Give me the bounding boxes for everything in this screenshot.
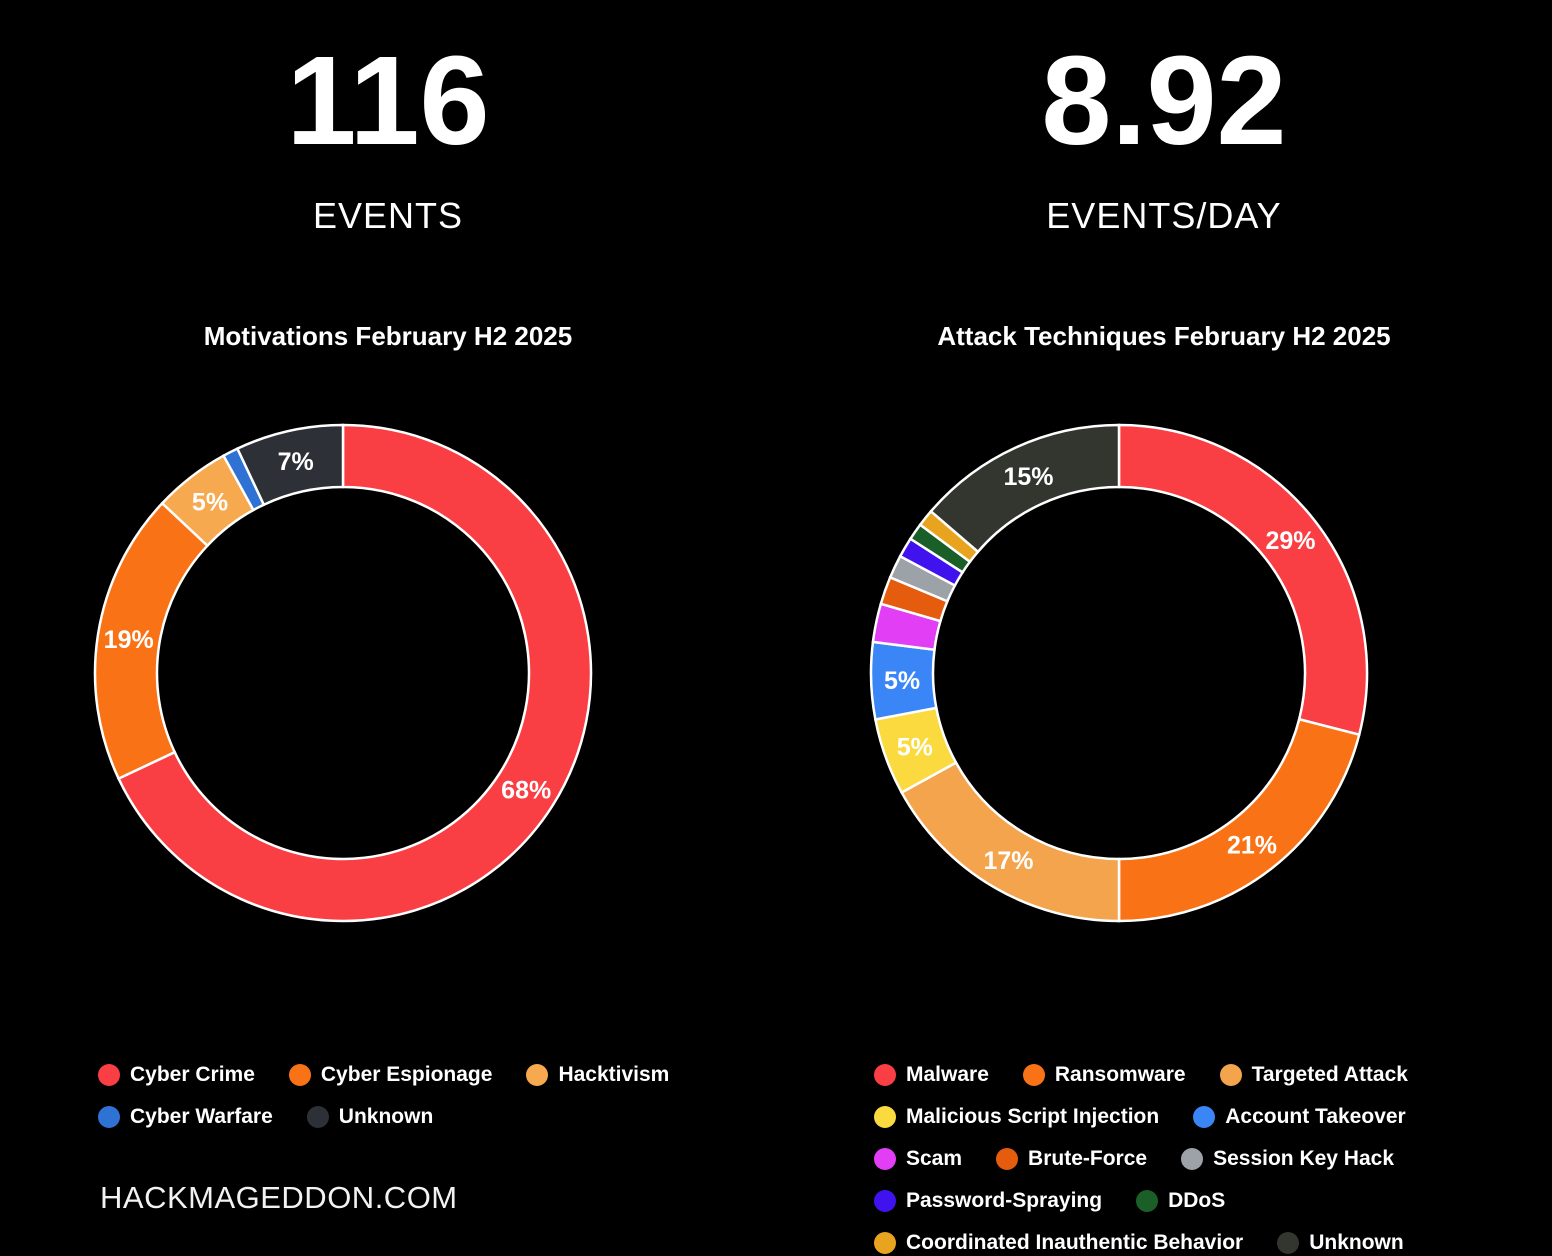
donut-segment-label: 21% bbox=[1227, 832, 1277, 860]
donut-segment-label: 68% bbox=[501, 777, 551, 805]
legend-marker-malicious-script-injection bbox=[874, 1106, 896, 1129]
donut-segment-label: 5% bbox=[884, 667, 920, 695]
legend-label: Targeted Attack bbox=[1251, 1063, 1408, 1087]
legend-item-unknown: Unknown bbox=[306, 1104, 434, 1130]
legend-marker-brute-force bbox=[996, 1148, 1019, 1171]
donut-segment-malware bbox=[1117, 424, 1369, 737]
legend-marker-unknown bbox=[306, 1106, 329, 1129]
events-per-day-count: 8.92 bbox=[1041, 30, 1287, 171]
legend-item-coordinated-inauthentic-behavior: Coordinated Inauthentic Behavior bbox=[874, 1230, 1243, 1256]
donut-segment-label: 29% bbox=[1265, 527, 1315, 555]
legend-item-cyber-crime: Cyber Crime bbox=[98, 1062, 255, 1088]
legend-label: Account Takeover bbox=[1225, 1105, 1406, 1129]
legend-item-malware: Malware bbox=[874, 1062, 989, 1088]
donut-segment-unknown bbox=[929, 424, 1121, 554]
legend-marker-session-key-hack bbox=[1181, 1148, 1204, 1171]
legend-marker-cyber-warfare bbox=[98, 1106, 120, 1129]
events-per-day-label: EVENTS/DAY bbox=[1046, 195, 1282, 236]
legend-marker-malware bbox=[874, 1064, 896, 1087]
legend-marker-account-takeover bbox=[1193, 1106, 1216, 1129]
legend-item-scam: Scam bbox=[874, 1146, 962, 1172]
legend-marker-cyber-crime bbox=[98, 1064, 120, 1087]
watermark-hackmageddon: HACKMAGEDDON.COM bbox=[100, 1180, 458, 1215]
attack-techniques-chart-title: Attack Techniques February H2 2025 bbox=[937, 321, 1391, 352]
legend-marker-unknown bbox=[1277, 1232, 1300, 1255]
motivations-chart-title: Motivations February H2 2025 bbox=[203, 321, 573, 352]
donut-segment-label: 17% bbox=[983, 847, 1033, 875]
motivations-panel: 116 EVENTS Motivations February H2 2025 … bbox=[0, 0, 776, 1238]
legend-item-session-key-hack: Session Key Hack bbox=[1181, 1146, 1394, 1172]
events-count: 116 bbox=[286, 30, 490, 171]
legend-label: Ransomware bbox=[1054, 1063, 1186, 1087]
legend-label: Password-Spraying bbox=[906, 1189, 1103, 1213]
legend-item-account-takeover: Account Takeover bbox=[1193, 1104, 1406, 1130]
legend-label: Cyber Warfare bbox=[130, 1105, 273, 1129]
legend-item-ddos: DDoS bbox=[1136, 1188, 1225, 1214]
legend-label: Session Key Hack bbox=[1213, 1147, 1395, 1171]
legend-item-malicious-script-injection: Malicious Script Injection bbox=[874, 1104, 1159, 1130]
donut-segment-cyber-crime bbox=[116, 424, 593, 923]
legend-label: Hacktivism bbox=[558, 1063, 670, 1087]
donut-segment-ransomware bbox=[1117, 718, 1361, 923]
legend-item-unknown: Unknown bbox=[1277, 1230, 1404, 1256]
attack-techniques-legend: Malware Ransomware Targeted Attack Maliciou… bbox=[776, 1062, 1514, 1256]
legend-label: Brute-Force bbox=[1028, 1147, 1148, 1171]
legend-item-brute-force: Brute-Force bbox=[996, 1146, 1147, 1172]
motivations-donut-chart: 68% 19% 5% 7% bbox=[90, 420, 596, 926]
legend-marker-coordinated-inauthentic-behavior bbox=[874, 1232, 896, 1255]
legend-label: Unknown bbox=[1309, 1231, 1404, 1255]
donut-segment-unknown bbox=[235, 424, 345, 507]
legend-item-targeted-attack: Targeted Attack bbox=[1219, 1062, 1408, 1088]
legend-label: Malware bbox=[906, 1063, 989, 1087]
legend-label: Unknown bbox=[338, 1105, 434, 1129]
donut-segment-label: 5% bbox=[192, 489, 228, 517]
legend-marker-targeted-attack bbox=[1219, 1064, 1242, 1087]
legend-marker-password-spraying bbox=[874, 1190, 896, 1213]
donut-segment-label: 19% bbox=[104, 626, 154, 654]
legend-label: Malicious Script Injection bbox=[906, 1105, 1160, 1129]
donut-segment-label: 15% bbox=[1003, 463, 1053, 491]
legend-marker-hacktivism bbox=[526, 1064, 549, 1087]
legend-marker-ddos bbox=[1136, 1190, 1159, 1213]
attack-techniques-panel: 8.92 EVENTS/DAY Attack Techniques Februa… bbox=[776, 0, 1552, 1255]
legend-label: Cyber Espionage bbox=[320, 1063, 493, 1087]
legend-marker-ransomware bbox=[1022, 1064, 1045, 1087]
events-count-label: EVENTS bbox=[312, 195, 464, 236]
donut-segment-targeted-attack bbox=[899, 761, 1121, 923]
legend-item-cyber-espionage: Cyber Espionage bbox=[288, 1062, 493, 1088]
legend-label: DDoS bbox=[1168, 1189, 1226, 1213]
legend-label: Coordinated Inauthentic Behavior bbox=[906, 1231, 1244, 1255]
legend-item-hacktivism: Hacktivism bbox=[526, 1062, 669, 1088]
donut-segment-label: 7% bbox=[278, 449, 314, 477]
legend-item-cyber-warfare: Cyber Warfare bbox=[98, 1104, 273, 1130]
legend-marker-cyber-espionage bbox=[288, 1064, 311, 1087]
legend-item-password-spraying: Password-Spraying bbox=[874, 1188, 1102, 1214]
donut-segment-label: 5% bbox=[897, 734, 933, 762]
motivations-legend: Cyber Crime Cyber Espionage Hacktivism Cybe… bbox=[0, 1062, 738, 1130]
legend-label: Cyber Crime bbox=[130, 1063, 255, 1087]
legend-label: Scam bbox=[906, 1147, 963, 1171]
attack-techniques-donut-chart: 29% 21% 17% 5% 5% 15% bbox=[866, 420, 1372, 926]
legend-item-ransomware: Ransomware bbox=[1022, 1062, 1186, 1088]
legend-marker-scam bbox=[874, 1148, 896, 1171]
